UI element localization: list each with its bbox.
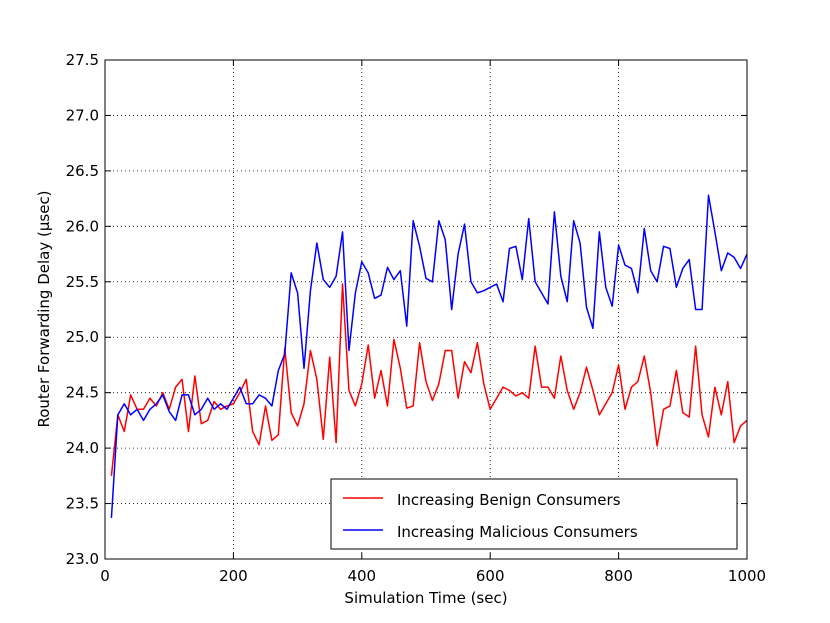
y-tick-label: 26.5 — [66, 162, 99, 180]
y-tick-label: 27.5 — [66, 51, 99, 69]
data-line — [110, 283, 748, 476]
legend-label: Increasing Malicious Consumers — [397, 523, 638, 541]
x-tick-label: 600 — [476, 567, 505, 585]
y-tick-label: 23.0 — [66, 550, 99, 568]
x-tick-label: 200 — [219, 567, 248, 585]
plot-frame — [104, 59, 748, 560]
y-axis-label: Router Forwarding Delay (μsec) — [35, 190, 53, 427]
y-tick-label: 23.5 — [66, 495, 99, 513]
y-tick-label: 25.5 — [66, 273, 99, 291]
x-tick-label: 800 — [604, 567, 633, 585]
y-tick-label: 26.0 — [66, 217, 99, 235]
legend-label: Increasing Benign Consumers — [397, 491, 621, 509]
y-tick-label: 24.0 — [66, 439, 99, 457]
y-tick-label: 25.0 — [66, 328, 99, 346]
y-tick-label: 24.5 — [66, 384, 99, 402]
x-axis-label: Simulation Time (sec) — [344, 589, 507, 607]
x-tick-label: 400 — [347, 567, 376, 585]
legend-box — [330, 478, 738, 550]
legend: Increasing Benign Consumers Increasing Ma… — [330, 478, 738, 550]
x-tick-label: 0 — [100, 567, 110, 585]
x-tick-label: 1000 — [728, 567, 766, 585]
data-line — [110, 194, 748, 519]
y-tick-label: 27.0 — [66, 106, 99, 124]
